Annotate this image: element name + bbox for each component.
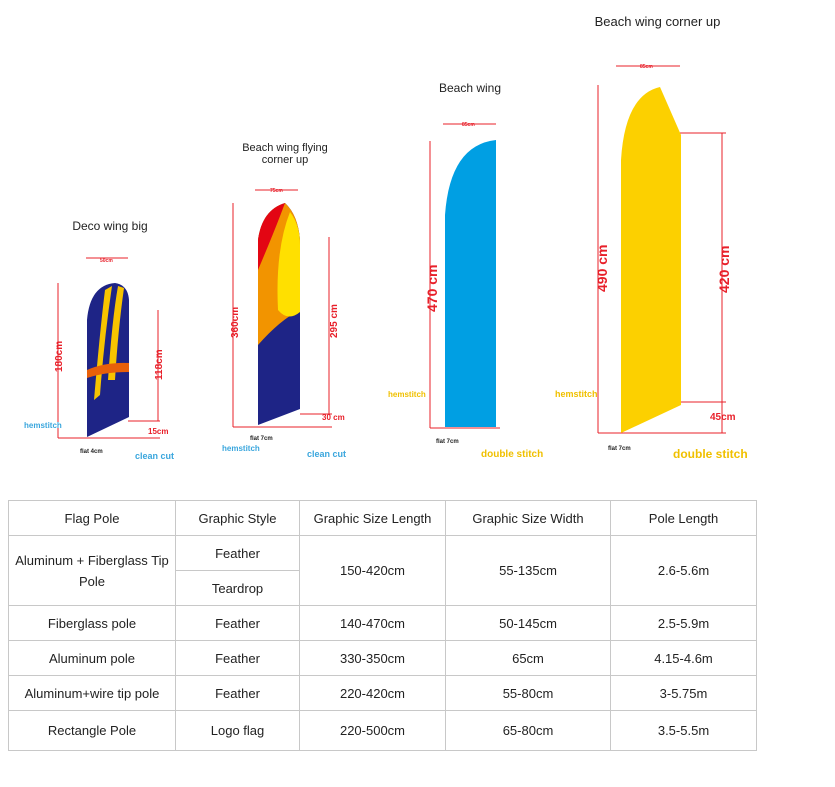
beach-hemstitch: hemstitch (388, 390, 426, 399)
cell-pole-length: 3.5-5.5m (610, 710, 757, 751)
header-flag-pole: Flag Pole (8, 500, 176, 536)
deco-pole: 118cm (154, 349, 165, 380)
flag-title-beach-wing: Beach wing (438, 81, 502, 95)
cell-pole-length: 2.5-5.9m (610, 605, 757, 641)
cell-style: Feather (175, 675, 300, 711)
flying-width: 75cm (270, 188, 283, 194)
flying-clean-cut: clean cut (307, 449, 346, 459)
cell-pole: Aluminum+wire tip pole (8, 675, 176, 711)
cell-width: 50-145cm (445, 605, 611, 641)
flag-beach-wing-corner-up (621, 87, 681, 433)
flying-height: 360cm (230, 307, 241, 338)
flag-title-beach-wing-corner-up: Beach wing corner up (594, 14, 721, 29)
beach-width: 85cm (462, 122, 475, 128)
spec-table: Flag Pole Graphic Style Graphic Size Len… (8, 500, 757, 751)
deco-bottom: 15cm (148, 427, 168, 436)
cell-pole: Aluminum + Fiberglass Tip Pole (8, 535, 176, 606)
cell-width: 55-135cm (445, 535, 611, 606)
beach-height: 470 cm (424, 265, 440, 312)
corner-hemstitch: hemstitch (555, 389, 598, 399)
deco-hemstitch: hemstitch (24, 421, 62, 430)
table-row: Aluminum pole Feather 330-350cm 65cm 4.15-4.… (8, 640, 757, 676)
table-row: Aluminum+wire tip pole Feather 220-420cm 55… (8, 675, 757, 711)
corner-flat: flat 7cm (608, 446, 631, 452)
header-size-length: Graphic Size Length (299, 500, 446, 536)
cell-length: 220-420cm (299, 675, 446, 711)
flying-pole: 295 cm (329, 304, 340, 338)
table-row: Rectangle Pole Logo flag 220-500cm 65-80cm 3… (8, 710, 757, 751)
corner-double-stitch: double stitch (673, 447, 748, 461)
header-graphic-style: Graphic Style (175, 500, 300, 536)
corner-width: 85cm (640, 64, 653, 70)
cell-width: 55-80cm (445, 675, 611, 711)
header-size-width: Graphic Size Width (445, 500, 611, 536)
corner-bottom: 45cm (710, 412, 736, 423)
cell-length: 220-500cm (299, 710, 446, 751)
cell-style: Feather (175, 640, 300, 676)
cell-pole-length: 3-5.75m (610, 675, 757, 711)
table-header-row: Flag Pole Graphic Style Graphic Size Len… (8, 500, 757, 536)
flag-title-deco-wing-big: Deco wing big (72, 219, 148, 233)
deco-flat: flat 4cm (80, 449, 103, 455)
deco-clean-cut: clean cut (135, 451, 174, 461)
header-pole-length: Pole Length (610, 500, 757, 536)
cell-length: 140-470cm (299, 605, 446, 641)
flag-title-beach-wing-flying: Beach wing flying corner up (242, 142, 328, 166)
cell-style: Feather (175, 535, 300, 571)
deco-height: 180cm (54, 341, 65, 372)
flying-bottom: 30 cm (322, 413, 345, 422)
cell-width: 65-80cm (445, 710, 611, 751)
beach-double-stitch: double stitch (481, 449, 543, 460)
cell-pole-length: 4.15-4.6m (610, 640, 757, 676)
cell-pole: Fiberglass pole (8, 605, 176, 641)
cell-length: 150-420cm (299, 535, 446, 606)
flag-diagrams: 180cm 118cm 15cm 50cm 360cm 295 cm 30 cm… (24, 64, 748, 461)
table-row: Aluminum + Fiberglass Tip Pole Feather 1… (8, 535, 757, 606)
flag-beach-wing (445, 140, 496, 427)
cell-length: 330-350cm (299, 640, 446, 676)
cell-pole-length: 2.6-5.6m (610, 535, 757, 606)
cell-style: Feather (175, 605, 300, 641)
flying-hemstitch: hemstitch (222, 444, 260, 453)
flying-flat: flat 7cm (250, 436, 273, 442)
cell-style: Teardrop (175, 570, 300, 606)
deco-width: 50cm (100, 258, 113, 264)
corner-pole: 420 cm (716, 246, 732, 293)
corner-height: 490 cm (594, 245, 610, 292)
table-row: Fiberglass pole Feather 140-470cm 50-145cm 2… (8, 605, 757, 641)
cell-pole: Rectangle Pole (8, 710, 176, 751)
cell-pole: Aluminum pole (8, 640, 176, 676)
cell-width: 65cm (445, 640, 611, 676)
beach-flat: flat 7cm (436, 439, 459, 445)
cell-style: Logo flag (175, 710, 300, 751)
flag-shapes (87, 87, 681, 437)
